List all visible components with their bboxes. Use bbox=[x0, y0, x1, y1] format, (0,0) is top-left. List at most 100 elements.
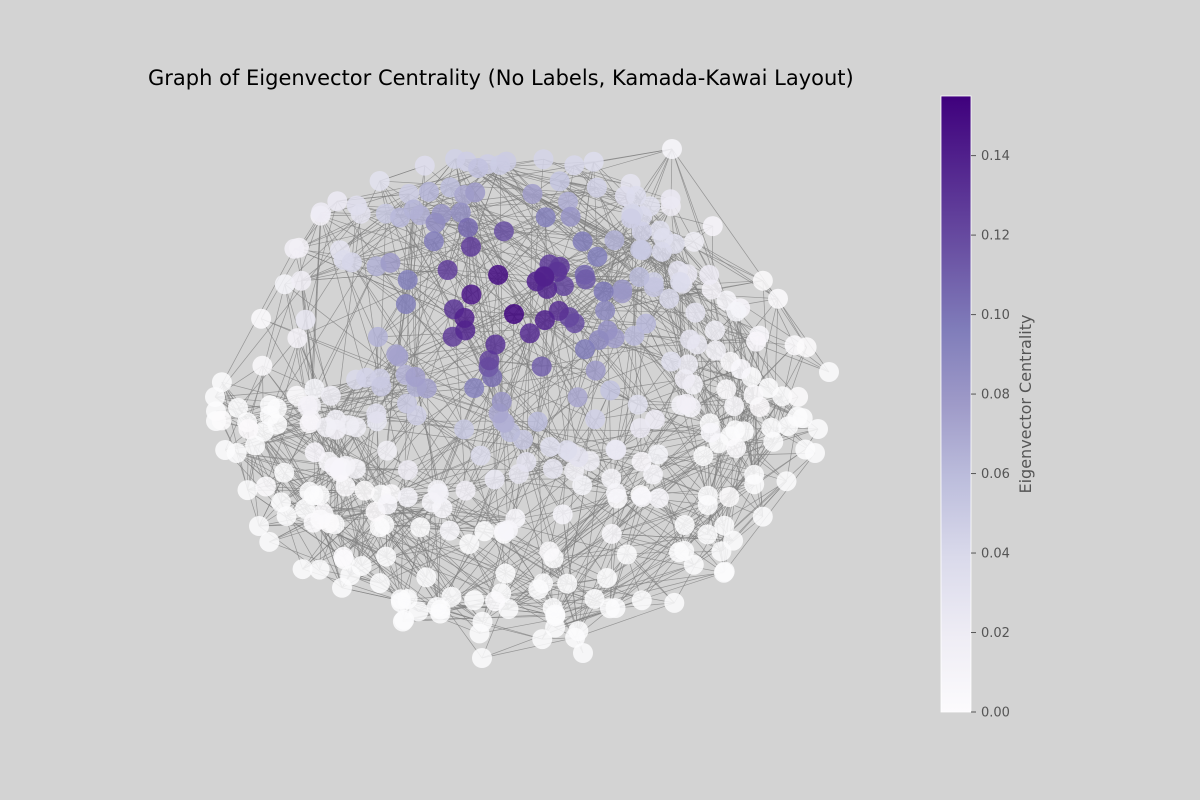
graph-node bbox=[297, 395, 318, 416]
graph-edge bbox=[552, 564, 694, 609]
graph-edge bbox=[453, 288, 548, 310]
graph-edge bbox=[449, 470, 575, 531]
graph-node bbox=[596, 568, 617, 588]
graph-edge bbox=[407, 429, 465, 498]
graph-node bbox=[414, 155, 435, 176]
graph-node bbox=[612, 279, 633, 300]
graph-edge bbox=[405, 374, 553, 609]
graph-node bbox=[450, 202, 471, 223]
graph-edge bbox=[506, 161, 623, 294]
graph-node bbox=[504, 304, 524, 324]
graph-node bbox=[455, 480, 476, 501]
graph-edge bbox=[498, 413, 763, 517]
graph-node bbox=[621, 208, 642, 229]
graph-node bbox=[454, 419, 475, 440]
graph-edge bbox=[522, 439, 734, 541]
graph-edge bbox=[505, 474, 654, 574]
graph-node bbox=[758, 377, 779, 398]
graph-node bbox=[237, 480, 258, 501]
graph-edge bbox=[574, 552, 680, 638]
graph-edge bbox=[351, 240, 434, 263]
graph-edge bbox=[405, 303, 499, 414]
graph-edge bbox=[379, 530, 450, 584]
graph-node bbox=[274, 462, 295, 483]
graph-node bbox=[472, 648, 492, 668]
graph-edge bbox=[610, 404, 639, 479]
graph-edge bbox=[515, 478, 612, 519]
graph-edge bbox=[449, 187, 472, 295]
graph-node bbox=[684, 231, 704, 252]
graph-edge bbox=[501, 593, 556, 628]
graph-node bbox=[304, 442, 325, 463]
graph-edge bbox=[567, 583, 675, 604]
graph-node bbox=[394, 609, 415, 630]
graph-node bbox=[397, 269, 418, 290]
graph-node bbox=[604, 230, 625, 251]
graph-edge bbox=[467, 227, 575, 472]
graph-edge bbox=[582, 161, 595, 242]
graph-node bbox=[249, 516, 269, 536]
graph-edge bbox=[558, 310, 578, 398]
graph-node bbox=[605, 598, 626, 618]
graph-node bbox=[539, 541, 560, 562]
graph-edge bbox=[319, 495, 387, 557]
graph-node bbox=[416, 567, 437, 588]
graph-node bbox=[705, 320, 725, 341]
graph-node bbox=[726, 438, 747, 459]
graph-edge bbox=[555, 496, 642, 615]
graph-node bbox=[600, 380, 621, 401]
graph-edge bbox=[360, 213, 435, 242]
graph-edge bbox=[334, 466, 344, 557]
graph-node bbox=[601, 523, 622, 544]
graph-node bbox=[377, 440, 398, 461]
graph-node bbox=[680, 329, 700, 350]
graph-node bbox=[397, 460, 418, 481]
graph-nodes bbox=[205, 139, 839, 668]
colorbar-tick-label: 0.14 bbox=[981, 149, 1010, 164]
graph-edge bbox=[577, 397, 612, 479]
graph-edge bbox=[546, 225, 713, 290]
graph-node bbox=[366, 403, 387, 424]
graph-node bbox=[228, 397, 248, 418]
graph-edge bbox=[407, 479, 495, 498]
graph-edge bbox=[386, 354, 397, 451]
graph-edge bbox=[258, 376, 493, 527]
graph-node bbox=[410, 517, 431, 538]
graph-node bbox=[630, 418, 651, 439]
graph-node bbox=[390, 589, 411, 610]
graph-edge bbox=[478, 167, 615, 241]
graph-edge bbox=[440, 598, 595, 610]
graph-node bbox=[605, 439, 626, 460]
graph-node bbox=[295, 309, 316, 330]
graph-edge bbox=[501, 401, 551, 448]
graph-node bbox=[808, 419, 828, 439]
graph-node bbox=[470, 445, 491, 466]
graph-node bbox=[491, 391, 512, 412]
graph-node bbox=[533, 149, 554, 170]
graph-edge bbox=[442, 507, 611, 609]
graph-node bbox=[534, 266, 555, 287]
graph-node bbox=[661, 351, 682, 372]
graph-edge bbox=[377, 187, 598, 338]
graph-node bbox=[251, 308, 272, 329]
graph-node bbox=[631, 487, 652, 508]
graph-node bbox=[274, 274, 295, 295]
graph-node bbox=[226, 443, 247, 463]
graph-node bbox=[711, 541, 732, 562]
graph-edge bbox=[494, 454, 659, 602]
graph-edge bbox=[335, 429, 516, 519]
graph-edge bbox=[361, 490, 366, 567]
graph-edge bbox=[489, 360, 571, 453]
graph-edge bbox=[554, 498, 618, 617]
graph-node bbox=[465, 182, 486, 203]
colorbar-gradient bbox=[940, 95, 972, 713]
graph-node bbox=[631, 451, 652, 472]
graph-node bbox=[558, 191, 578, 212]
graph-edge bbox=[693, 241, 764, 282]
graph-edge bbox=[658, 455, 704, 499]
graph-node bbox=[410, 205, 431, 226]
graph-node bbox=[643, 464, 664, 485]
graph-node bbox=[697, 485, 718, 506]
